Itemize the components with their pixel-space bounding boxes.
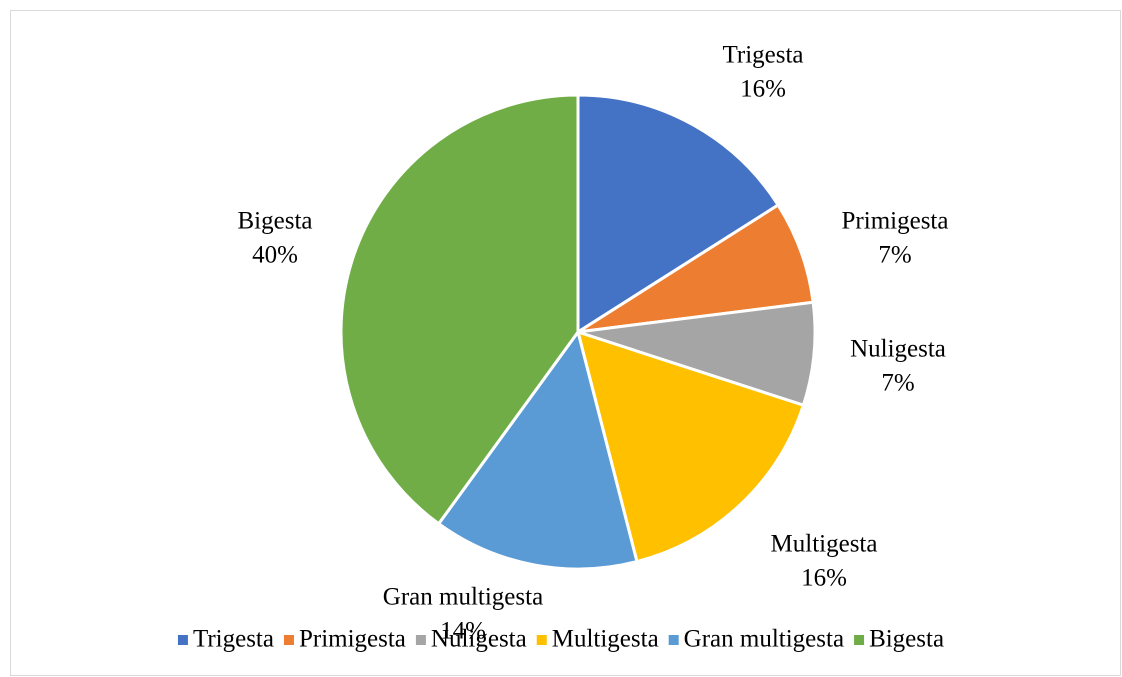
pie-slice (576, 93, 781, 335)
legend-label: Gran multigesta (684, 626, 844, 653)
legend-swatch (668, 635, 679, 645)
data-label-name: Nuligesta (850, 336, 946, 363)
data-label-name: Multigesta (771, 531, 878, 558)
data-label-name: Gran multigesta (383, 584, 543, 611)
data-label-value: 14% (440, 618, 486, 645)
data-label-value: 7% (881, 370, 914, 397)
data-label-value: 16% (801, 565, 847, 592)
legend-label: Bigesta (869, 626, 944, 653)
legend-label: Primigesta (299, 626, 406, 653)
legend-swatch (415, 635, 426, 645)
data-label-name: Trigesta (722, 42, 803, 69)
pie-slice (577, 202, 815, 334)
legend-swatch (536, 635, 547, 645)
legend-label: Multigesta (552, 626, 659, 653)
legend-swatch (854, 635, 865, 645)
data-label-name: Primigesta (842, 208, 949, 235)
legend-swatch (177, 635, 188, 645)
pie-slice (577, 300, 817, 408)
legend-swatch (283, 635, 294, 645)
pie-slice (575, 329, 806, 564)
data-label-name: Bigesta (238, 208, 313, 235)
pie-slice (339, 93, 580, 526)
legend-label: Trigesta (193, 626, 274, 653)
data-label-value: 40% (252, 242, 298, 269)
pie-slice (436, 328, 639, 571)
data-label-value: 7% (878, 242, 911, 269)
legend-label: Nuligesta (431, 626, 527, 653)
data-label-value: 16% (740, 76, 786, 103)
